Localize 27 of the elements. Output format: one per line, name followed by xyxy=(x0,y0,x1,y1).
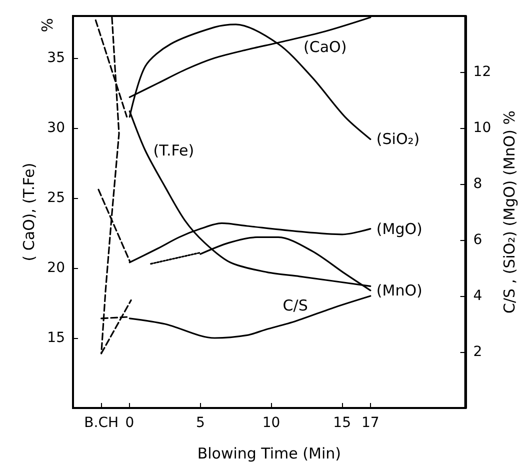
x-tick-label: 10 xyxy=(262,415,280,431)
y-tick-label: 15 xyxy=(47,330,65,346)
series-label: (SiO₂) xyxy=(376,130,420,148)
y-axis-title: ( CaO), (T.Fe) xyxy=(20,162,38,262)
series-label: (CaO) xyxy=(303,38,347,56)
y2-tick-label: 10 xyxy=(473,120,492,136)
y2-axis-title: C/S , (SiO₂) (MgO) (MnO) % xyxy=(500,110,518,314)
y-tick-label: 35 xyxy=(47,50,65,66)
y-tick-label: 25 xyxy=(47,190,65,206)
x-tick-label: 15 xyxy=(333,415,351,431)
y-tick-label: 20 xyxy=(47,260,65,276)
x-tick-label: 0 xyxy=(125,415,134,431)
y2-tick-label: 6 xyxy=(473,232,482,248)
series-label: C/S xyxy=(282,296,308,315)
x-tick-label: B.CH xyxy=(84,415,119,431)
x-axis-title: Blowing Time (Min) xyxy=(197,444,341,462)
x-tick-label: 17 xyxy=(361,415,380,431)
series-label: (MgO) xyxy=(376,220,422,238)
text: % xyxy=(38,18,56,32)
y2-tick-label: 12 xyxy=(473,64,492,80)
y2-tick-label: 8 xyxy=(473,176,482,192)
series-label: (T.Fe) xyxy=(153,141,194,160)
y2-tick-label: 4 xyxy=(473,288,482,304)
series-label: (MnO) xyxy=(376,281,422,300)
x-tick-label: 5 xyxy=(196,415,205,431)
y2-tick-label: 2 xyxy=(473,344,482,360)
y-tick-label: 30 xyxy=(47,120,65,136)
